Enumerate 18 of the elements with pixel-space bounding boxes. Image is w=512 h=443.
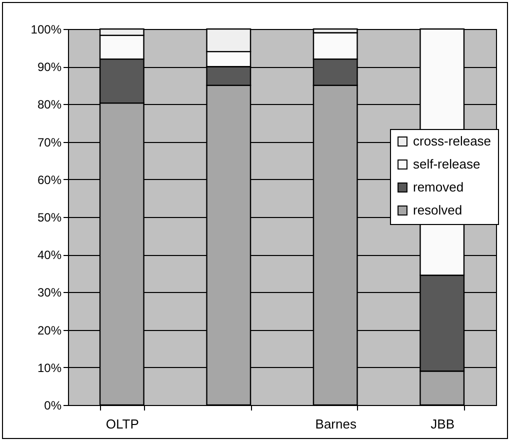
- x-tick-label: Barnes: [315, 416, 357, 432]
- legend-label: removed: [413, 180, 464, 194]
- legend-label: self-release: [413, 156, 480, 172]
- legend-label: cross-release: [413, 134, 492, 148]
- x-tick-label: JBB: [430, 416, 455, 432]
- y-tick-label: 30%: [37, 286, 62, 300]
- y-tick-label: 0%: [44, 398, 62, 412]
- x-tick-label: OLTP: [106, 416, 139, 432]
- y-tick-label: 100%: [30, 22, 62, 36]
- y-tick-label: 80%: [37, 98, 62, 112]
- y-tick-label: 10%: [37, 360, 62, 375]
- legend-label: resolved: [413, 202, 462, 218]
- y-tick-label: 40%: [37, 248, 62, 262]
- y-tick-label: 50%: [37, 210, 62, 224]
- y-tick-label: 70%: [37, 135, 62, 150]
- y-tick-label: 60%: [37, 172, 62, 187]
- y-tick-label: 90%: [37, 60, 62, 74]
- y-tick-label: 20%: [37, 323, 62, 338]
